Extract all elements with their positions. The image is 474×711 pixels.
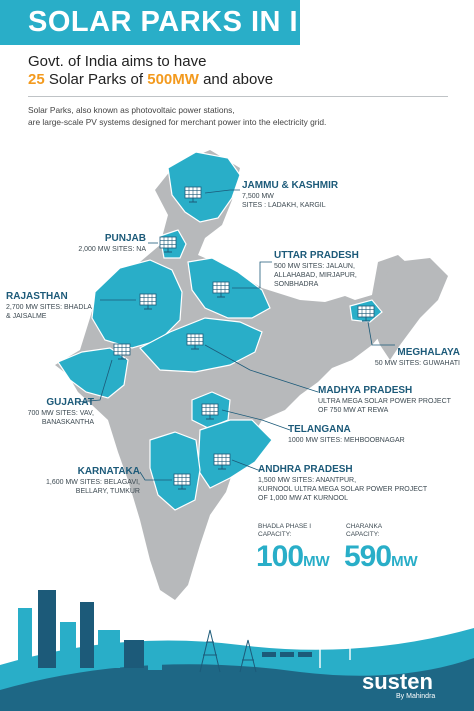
title-banner: SOLAR PARKS IN INDIA — [0, 0, 370, 45]
subtitle-end: and above — [198, 71, 274, 88]
leader-line — [221, 409, 291, 431]
brand-logo: susten — [362, 669, 433, 694]
label-meghalaya: MEGHALAYA 50 MW SITES: GUWAHATI — [374, 347, 460, 368]
tower-1 — [18, 608, 32, 668]
label-madhya-pradesh: MADHYA PRADESH ULTRA MEGA SOLAR POWER PR… — [318, 385, 451, 415]
label-telangana: TELANGANA 1000 MW SITES: MEHBOOBNAGAR — [288, 424, 405, 445]
leader-line — [204, 344, 319, 393]
label-uttar-pradesh: UTTAR PRADESH 500 MW SITES: JALAUN, ALLA… — [274, 250, 359, 289]
tower-5 — [98, 630, 120, 668]
pylon-icon — [199, 629, 257, 673]
state-rajasthan — [91, 259, 183, 349]
state-gujarat — [57, 347, 129, 399]
label-jammu-kashmir: JAMMU & KASHMIR 7,500 MW SITES : LADAKH,… — [242, 180, 339, 210]
label-rajasthan: RAJASTHAN 2,700 MW SITES: BHADLA & JAISA… — [6, 291, 92, 321]
leader-line — [204, 189, 240, 194]
leader-line — [77, 359, 113, 403]
divider — [28, 96, 448, 97]
label-punjab: PUNJAB 2,000 MW SITES: NA — [78, 233, 146, 254]
leader-line — [232, 261, 272, 289]
label-karnataka: KARNATAKA 1,600 MW SITES: BELAGAVI, BELL… — [45, 466, 140, 496]
intro-line-2: are large-scale PV systems designed for … — [28, 117, 327, 127]
solar-field — [262, 652, 312, 657]
park-count: 25 — [28, 71, 45, 88]
state-karnataka — [149, 431, 201, 511]
bhadla-capacity-label: BHADLA PHASE I CAPACITY: — [258, 523, 312, 538]
brand-tagline: By Mahindra — [396, 693, 436, 700]
park-capacity: 500MW — [147, 71, 199, 88]
leader-line — [367, 321, 395, 346]
label-gujarat: GUJARAT 700 MW SITES: VAV, BANASKANTHA — [27, 397, 94, 427]
bhadla-capacity-value: 100MW — [256, 540, 330, 573]
charanka-capacity-label: CHARANKA CAPACITY: — [346, 523, 383, 538]
charanka-capacity-value: 590MW — [344, 540, 418, 573]
intro-line-1: Solar Parks, also known as photovoltaic … — [28, 105, 235, 115]
state-andhra-pradesh — [197, 419, 273, 489]
state-jammu-kashmir — [167, 151, 241, 223]
tower-2 — [38, 590, 56, 668]
tower-7 — [148, 652, 162, 670]
intro-text: Solar Parks, also known as photovoltaic … — [28, 104, 458, 128]
map-northeast — [372, 258, 448, 360]
wind-turbine-icon — [309, 593, 361, 668]
label-andhra-pradesh: ANDHRA PRADESH 1,500 MW SITES: ANANTPUR,… — [258, 464, 428, 503]
leader-line — [231, 459, 262, 471]
subtitle-line-2: 25 Solar Parks of 500MW and above — [28, 71, 273, 88]
leader-line — [139, 471, 172, 481]
page-title: SOLAR PARKS IN INDIA — [28, 6, 371, 38]
tower-6 — [124, 640, 144, 668]
skyline-illustration — [0, 590, 474, 711]
subtitle-line-1: Govt. of India aims to have — [28, 53, 207, 70]
subtitle-mid: Solar Parks of — [44, 71, 148, 88]
tower-3 — [60, 622, 76, 668]
tower-4 — [80, 602, 94, 668]
